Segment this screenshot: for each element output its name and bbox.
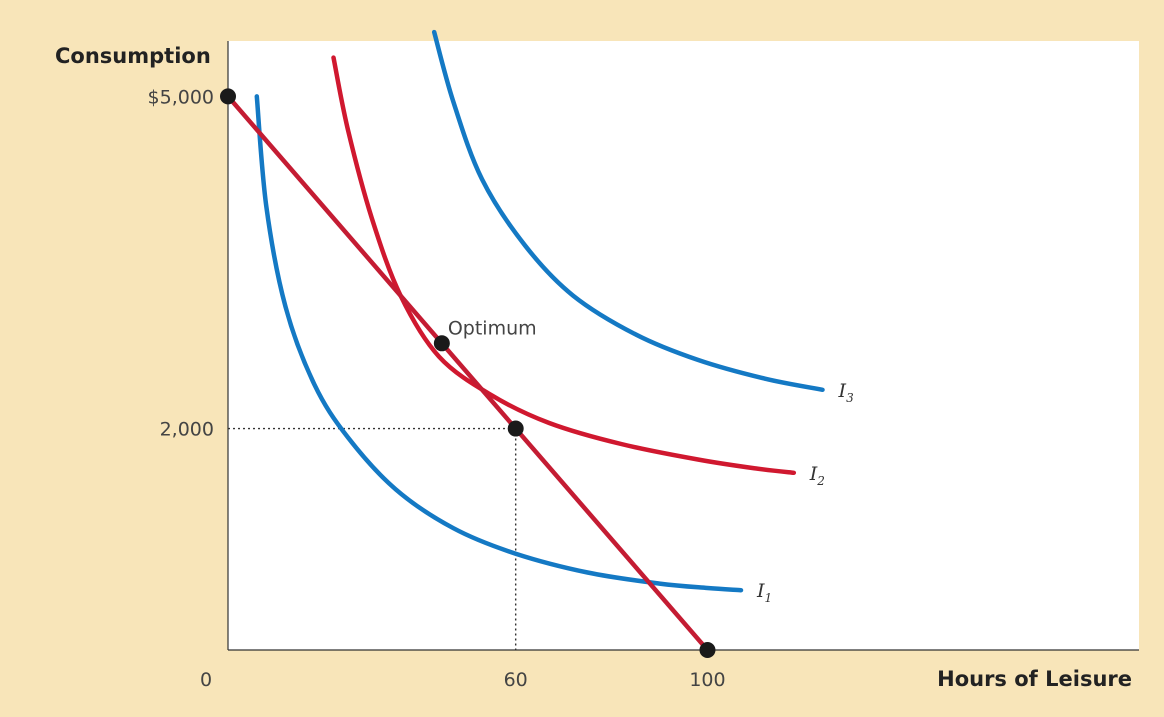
- curve-label-sub-1: 1: [765, 591, 773, 605]
- budget-layer: [225, 94, 710, 653]
- point-optimum: [433, 335, 450, 352]
- x-tick-label-2: 100: [689, 669, 725, 691]
- x-axis-title: Hours of Leisure: [937, 667, 1132, 691]
- curve-label-sub-3: 3: [846, 391, 854, 405]
- indifference-curve-1: [254, 94, 744, 593]
- guides-layer: [228, 427, 517, 650]
- plot-area: [228, 41, 1139, 650]
- curve-label-sub-2: 2: [816, 474, 825, 488]
- x-tick-label-0: 0: [200, 669, 212, 691]
- y-axis-title: Consumption: [55, 44, 211, 68]
- indifference-curve-3: [431, 29, 825, 393]
- point-marker-3: [699, 642, 716, 658]
- point-marker-2: [507, 420, 524, 437]
- point-marker-0: [220, 88, 236, 105]
- y-tick-label-0: $5,000: [148, 86, 214, 108]
- y-tick-label-1: 2,000: [160, 419, 214, 441]
- annotation-optimum: Optimum: [448, 317, 537, 339]
- points-layer: [220, 88, 716, 658]
- budget-line: [225, 94, 710, 653]
- x-tick-label-1: 60: [504, 669, 528, 691]
